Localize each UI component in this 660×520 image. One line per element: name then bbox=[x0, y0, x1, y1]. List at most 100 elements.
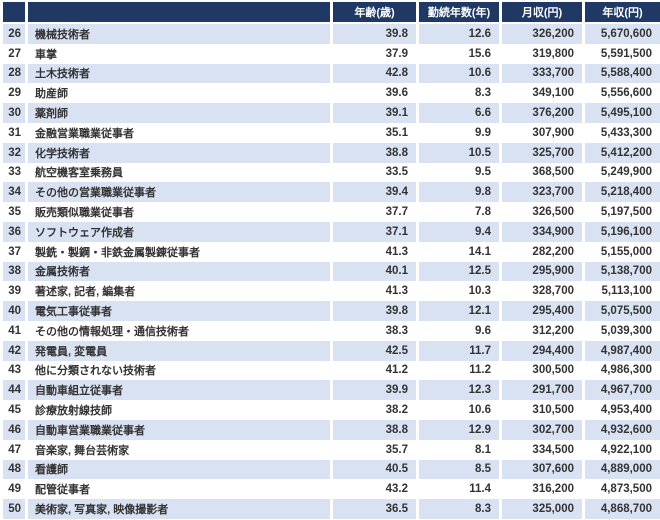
row-age: 39.1 bbox=[330, 103, 416, 123]
table-row: 30 薬剤師 39.1 6.6 376,200 5,495,100 bbox=[3, 103, 660, 123]
table-row: 45 診療放射線技師 38.2 10.6 310,500 4,953,400 bbox=[3, 400, 660, 420]
table-row: 41 その他の情報処理・通信技術者 38.3 9.6 312,200 5,039… bbox=[3, 320, 660, 341]
row-rank: 31 bbox=[8, 126, 21, 139]
row-age: 43.2 bbox=[330, 479, 416, 500]
row-monthly: 300,500 bbox=[499, 360, 582, 381]
row-annual: 4,987,400 bbox=[582, 340, 660, 361]
table-row: 46 自動車営業職業従事者 38.8 12.9 302,700 4,932,60… bbox=[3, 419, 660, 440]
row-monthly: 307,600 bbox=[499, 459, 582, 480]
row-annual: 5,670,600 bbox=[582, 24, 660, 44]
row-rank: 32 bbox=[3, 142, 25, 163]
row-tenure: 9.5 bbox=[416, 162, 499, 183]
row-age: 33.5 bbox=[330, 162, 416, 183]
row-rank: 50 bbox=[3, 499, 25, 519]
row-annual: 5,588,400 bbox=[582, 63, 660, 84]
row-annual: 5,113,100 bbox=[582, 281, 660, 302]
row-tenure: 10.5 bbox=[416, 142, 499, 163]
row-occupation: 美術家, 写真家, 映像撮影者 bbox=[25, 499, 330, 519]
row-tenure: 10.3 bbox=[416, 281, 499, 302]
row-rank: 29 bbox=[8, 87, 21, 100]
row-monthly: 316,200 bbox=[499, 479, 582, 500]
row-annual: 5,138,700 bbox=[582, 261, 660, 282]
row-tenure: 10.6 bbox=[416, 63, 499, 84]
row-rank: 47 bbox=[8, 443, 21, 456]
row-annual: 5,075,500 bbox=[582, 301, 660, 321]
row-rank: 43 bbox=[8, 364, 21, 377]
table-row: 38 金属技術者 40.1 12.5 295,900 5,138,700 bbox=[3, 261, 660, 282]
row-monthly: 334,900 bbox=[499, 221, 582, 242]
header-annual: 年収(円) bbox=[582, 2, 660, 24]
row-occupation: 製銑・製鋼・非鉄金属製錬従事者 bbox=[25, 241, 330, 262]
row-rank: 49 bbox=[8, 483, 21, 496]
row-monthly: 325,000 bbox=[499, 499, 582, 519]
table-row: 44 自動車組立従事者 39.9 12.3 291,700 4,967,700 bbox=[3, 380, 660, 401]
row-rank: 45 bbox=[8, 404, 21, 417]
table-row: 28 土木技術者 42.8 10.6 333,700 5,588,400 bbox=[3, 63, 660, 84]
table-row: 34 その他の営業職業従事者 39.4 9.8 323,700 5,218,40… bbox=[3, 182, 660, 203]
row-monthly: 333,700 bbox=[499, 63, 582, 84]
row-annual: 5,591,500 bbox=[582, 43, 660, 64]
row-tenure: 10.6 bbox=[416, 400, 499, 420]
table-row: 42 発電員, 変電員 42.5 11.7 294,400 4,987,400 bbox=[3, 340, 660, 361]
row-age: 39.4 bbox=[330, 182, 416, 203]
row-age: 38.2 bbox=[330, 400, 416, 420]
row-annual: 5,218,400 bbox=[582, 182, 660, 203]
row-age: 41.3 bbox=[330, 281, 416, 302]
header-age: 年齢(歳) bbox=[330, 2, 416, 24]
row-age: 39.6 bbox=[330, 83, 416, 104]
row-annual: 5,039,300 bbox=[582, 320, 660, 341]
row-tenure: 8.1 bbox=[416, 439, 499, 460]
row-age: 38.8 bbox=[330, 419, 416, 440]
row-monthly: 282,200 bbox=[499, 241, 582, 262]
row-occupation: 自動車営業職業従事者 bbox=[25, 419, 330, 440]
row-monthly: 307,900 bbox=[499, 122, 582, 143]
row-occupation: 自動車組立従事者 bbox=[25, 380, 330, 401]
row-annual: 4,868,700 bbox=[582, 499, 660, 519]
table-row: 36 ソフトウェア作成者 37.1 9.4 334,900 5,196,100 bbox=[3, 221, 660, 242]
row-tenure: 12.9 bbox=[416, 419, 499, 440]
row-age: 39.8 bbox=[330, 24, 416, 44]
row-monthly: 326,500 bbox=[499, 202, 582, 222]
header-tenure: 勤続年数(年) bbox=[416, 2, 499, 24]
row-monthly: 294,400 bbox=[499, 340, 582, 361]
row-age: 37.7 bbox=[330, 202, 416, 222]
row-age: 40.1 bbox=[330, 261, 416, 282]
row-occupation: 金属技術者 bbox=[25, 261, 330, 282]
row-annual: 4,889,000 bbox=[582, 459, 660, 480]
row-occupation: その他の営業職業従事者 bbox=[25, 182, 330, 203]
row-monthly: 312,200 bbox=[499, 320, 582, 341]
row-monthly: 326,200 bbox=[499, 24, 582, 44]
header-row: 年齢(歳) 勤続年数(年) 月収(円) 年収(円) bbox=[3, 2, 660, 24]
row-occupation: 他に分類されない技術者 bbox=[25, 360, 330, 381]
header-occupation bbox=[25, 2, 330, 24]
row-monthly: 349,100 bbox=[499, 83, 582, 104]
row-rank: 42 bbox=[3, 340, 25, 361]
row-occupation: ソフトウェア作成者 bbox=[25, 221, 330, 242]
row-tenure: 12.1 bbox=[416, 301, 499, 321]
row-annual: 5,155,000 bbox=[582, 241, 660, 262]
table-row: 27 車掌 37.9 15.6 319,800 5,591,500 bbox=[3, 43, 660, 64]
row-rank: 34 bbox=[3, 182, 25, 203]
row-tenure: 12.5 bbox=[416, 261, 499, 282]
row-age: 39.8 bbox=[330, 301, 416, 321]
row-tenure: 8.5 bbox=[416, 459, 499, 480]
row-rank: 48 bbox=[3, 459, 25, 480]
row-occupation: 化学技術者 bbox=[25, 142, 330, 163]
row-occupation: その他の情報処理・通信技術者 bbox=[25, 320, 330, 341]
row-monthly: 302,700 bbox=[499, 419, 582, 440]
row-annual: 4,986,300 bbox=[582, 360, 660, 381]
data-table: 年齢(歳) 勤続年数(年) 月収(円) 年収(円) 26 機械技術者 39.8 … bbox=[3, 2, 660, 519]
table-row: 43 他に分類されない技術者 41.2 11.2 300,500 4,986,3… bbox=[3, 360, 660, 381]
row-tenure: 8.3 bbox=[416, 83, 499, 104]
row-monthly: 295,900 bbox=[499, 261, 582, 282]
row-tenure: 9.4 bbox=[416, 221, 499, 242]
row-occupation: 航空機客室乗務員 bbox=[25, 162, 330, 183]
row-occupation: 著述家, 記者, 編集者 bbox=[25, 281, 330, 302]
row-monthly: 368,500 bbox=[499, 162, 582, 183]
row-rank: 27 bbox=[8, 47, 21, 60]
row-age: 39.9 bbox=[330, 380, 416, 401]
row-tenure: 11.2 bbox=[416, 360, 499, 381]
row-age: 36.5 bbox=[330, 499, 416, 519]
row-monthly: 291,700 bbox=[499, 380, 582, 401]
row-occupation: 発電員, 変電員 bbox=[25, 340, 330, 361]
